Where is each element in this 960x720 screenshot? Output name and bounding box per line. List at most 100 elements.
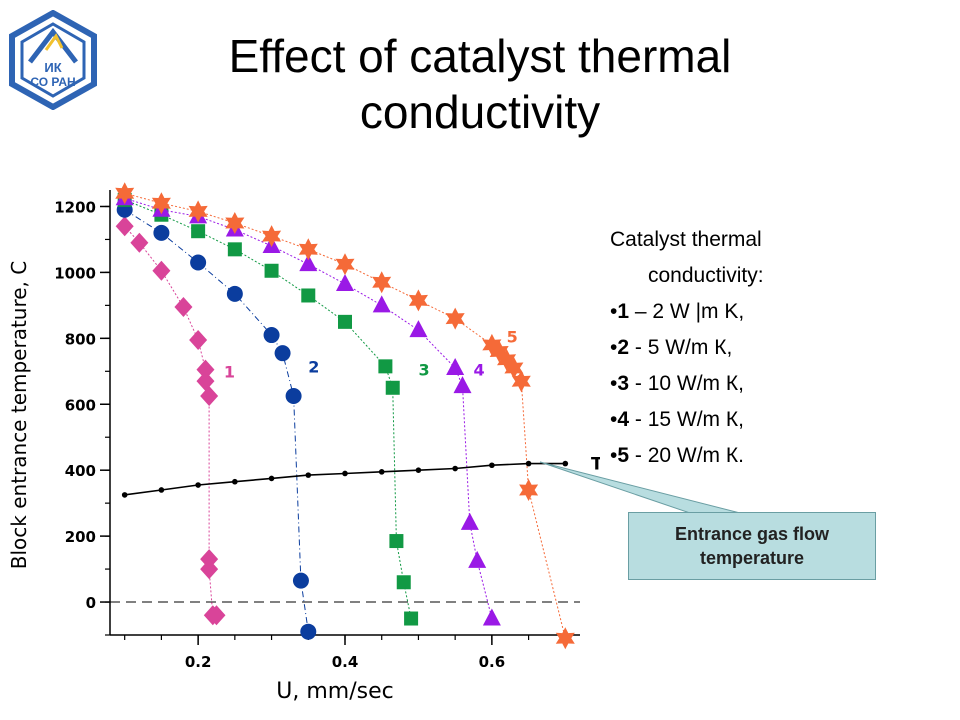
data-point xyxy=(200,386,219,407)
data-point xyxy=(301,288,316,303)
data-point xyxy=(151,192,171,215)
y-tick-label: 600 xyxy=(65,396,96,414)
data-point xyxy=(482,608,501,626)
logo-text-2: СО РАН xyxy=(30,75,75,89)
data-point xyxy=(453,376,472,394)
series-line xyxy=(124,199,412,619)
data-point xyxy=(404,611,419,626)
series-label: 4 xyxy=(474,361,485,380)
data-point xyxy=(262,225,282,248)
data-point xyxy=(378,469,385,475)
data-point xyxy=(445,307,465,330)
x-tick-label: 0.6 xyxy=(479,653,506,671)
callout-line-1: Entrance gas flow xyxy=(674,524,830,544)
data-point xyxy=(268,475,275,482)
data-point xyxy=(562,460,569,467)
page-title: Effect of catalyst thermal conductivity xyxy=(120,28,840,140)
series-label: 3 xyxy=(418,361,429,380)
data-point xyxy=(389,534,404,549)
data-point xyxy=(227,242,242,257)
chart-series: 1 2 3 4 5 T0 xyxy=(115,182,600,650)
title-line-1: Effect of catalyst thermal xyxy=(228,30,732,82)
y-tick-label: 400 xyxy=(65,462,96,480)
legend-item-4: •4 - 15 W/m К, xyxy=(610,408,744,431)
series-label: T0 xyxy=(591,455,600,477)
series-line xyxy=(124,462,566,496)
data-point xyxy=(115,216,134,237)
x-axis-label: U, mm/sec xyxy=(276,679,393,704)
temperature-chart: 0 200 400 600 800 1000 1200 0.2 0.4 0.6 1 2 3 4 5 T0 U… xyxy=(7,182,600,704)
data-point xyxy=(385,380,400,395)
data-point xyxy=(158,487,165,493)
data-point xyxy=(338,314,352,329)
legend-item-1: •1 – 2 W |m K, xyxy=(610,300,745,323)
data-point xyxy=(264,263,279,278)
data-point xyxy=(190,254,207,271)
data-point xyxy=(555,627,575,650)
y-tick-label: 0 xyxy=(86,594,96,612)
data-point xyxy=(497,348,517,371)
data-point xyxy=(342,470,348,477)
x-tick-label: 0.2 xyxy=(185,653,212,671)
data-point xyxy=(372,295,391,313)
data-point xyxy=(207,605,226,626)
data-point xyxy=(372,271,392,294)
legend: Catalyst thermal conductivity: •1 – 2 W … xyxy=(610,222,910,474)
data-point xyxy=(519,479,539,501)
y-tick-label: 800 xyxy=(65,330,96,348)
data-point xyxy=(446,358,465,375)
data-point xyxy=(511,370,531,393)
data-point xyxy=(378,359,393,374)
y-tick-label: 200 xyxy=(65,528,96,546)
series-1: 1 xyxy=(115,216,235,626)
data-point xyxy=(482,333,502,356)
legend-item-5: •5 - 20 W/m К. xyxy=(610,444,744,467)
series-2: 2 xyxy=(116,201,319,640)
data-point xyxy=(489,340,509,363)
data-point xyxy=(263,327,280,344)
data-point xyxy=(298,238,318,261)
data-point xyxy=(396,575,411,590)
data-point xyxy=(489,462,495,469)
legend-title-1: Catalyst thermal xyxy=(610,228,762,251)
data-point xyxy=(525,460,532,467)
title-line-2: conductivity xyxy=(359,86,601,138)
data-point xyxy=(196,371,215,392)
series-3: 3 xyxy=(117,192,430,626)
data-point xyxy=(409,320,428,338)
data-point xyxy=(196,359,215,380)
data-point xyxy=(152,260,171,281)
legend-item-2: •2 - 5 W/m К, xyxy=(610,336,733,359)
data-point xyxy=(460,512,479,530)
data-point xyxy=(468,550,487,568)
data-point xyxy=(232,478,238,485)
series-5: 5 xyxy=(115,182,575,650)
callout-box: Entrance gas flow temperature xyxy=(628,512,876,580)
y-tick-label: 1000 xyxy=(54,264,96,282)
data-point xyxy=(225,212,245,234)
data-point xyxy=(200,559,219,580)
data-point xyxy=(335,253,355,276)
series-label: 2 xyxy=(308,357,319,376)
data-point xyxy=(191,224,206,239)
logo-text-1: ИК xyxy=(44,60,61,75)
data-point xyxy=(285,388,302,405)
data-point xyxy=(115,182,135,205)
data-point xyxy=(121,492,128,498)
data-point xyxy=(226,285,243,302)
chart-axes: 0 200 400 600 800 1000 1200 0.2 0.4 0.6 xyxy=(54,190,580,671)
x-tick-label: 0.4 xyxy=(332,653,359,671)
data-point xyxy=(174,297,193,318)
legend-item-3: •3 - 10 W/m К, xyxy=(610,372,744,395)
y-tick-label: 1200 xyxy=(54,198,96,216)
data-point xyxy=(195,482,201,488)
data-point xyxy=(336,273,354,291)
data-point xyxy=(189,329,208,350)
institute-logo: ИК СО РАН xyxy=(9,10,97,110)
callout-line-2: temperature xyxy=(699,548,805,568)
data-point xyxy=(153,224,170,241)
legend-title-2: conductivity: xyxy=(648,264,764,287)
data-point xyxy=(504,357,524,379)
data-point xyxy=(408,289,428,312)
data-point xyxy=(300,623,317,640)
